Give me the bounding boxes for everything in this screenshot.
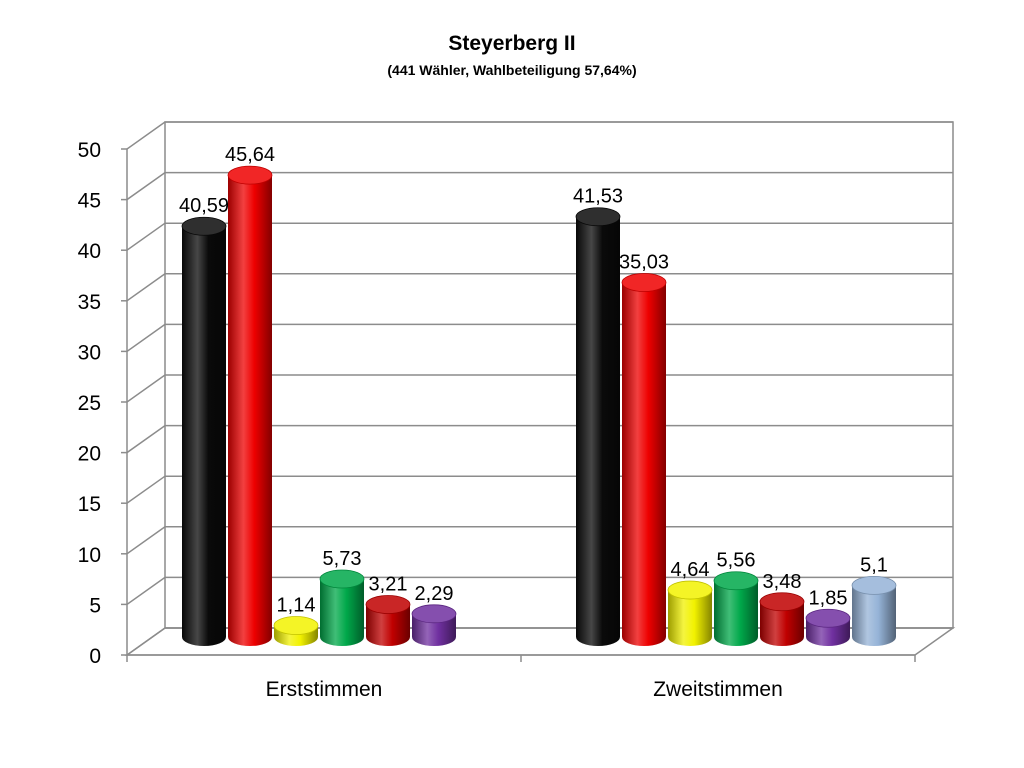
bar-body — [852, 585, 896, 646]
y-tick-label: 45 — [78, 190, 101, 213]
gridline — [126, 171, 953, 201]
bar-top — [621, 273, 667, 292]
data-label: 35,03 — [619, 251, 669, 273]
axes — [121, 148, 916, 662]
bar-zweitstimmen-3 — [713, 571, 759, 646]
bar-body — [320, 579, 364, 646]
y-tick-label: 0 — [89, 645, 101, 668]
y-tick-label: 15 — [78, 493, 101, 516]
gridline — [126, 121, 953, 150]
bar-zweitstimmen-5 — [805, 608, 851, 646]
data-label: 1,85 — [809, 587, 848, 609]
data-label: 41,53 — [573, 186, 623, 208]
bars — [181, 165, 897, 647]
gridlines — [126, 121, 953, 656]
bar-top — [227, 165, 273, 185]
bar-erststimmen-4 — [365, 595, 411, 646]
bar-erststimmen-2 — [273, 616, 319, 646]
bar-zweitstimmen-4 — [759, 592, 805, 646]
bar-top — [319, 569, 365, 589]
bar-top — [805, 608, 851, 628]
bar-erststimmen-1 — [227, 165, 273, 646]
gridline — [126, 273, 953, 302]
bar-top — [411, 604, 457, 624]
data-label: 5,1 — [860, 554, 888, 576]
chart-title: Steyerberg II — [448, 32, 576, 55]
gridline — [126, 374, 953, 403]
y-tick-label: 40 — [78, 240, 101, 263]
gridline — [126, 222, 953, 251]
bar-top — [667, 580, 713, 600]
y-tick-label: 35 — [78, 291, 101, 314]
bar-zweitstimmen-0 — [575, 207, 621, 646]
data-label: 45,64 — [225, 144, 275, 166]
bar-top — [365, 595, 411, 614]
bar-zweitstimmen-1 — [621, 273, 667, 646]
bar-top — [273, 616, 319, 635]
bar-body — [714, 580, 758, 646]
data-label: 4,64 — [671, 559, 710, 581]
bar-top — [575, 207, 621, 227]
y-tick-label: 20 — [78, 443, 101, 466]
data-label: 1,14 — [277, 594, 316, 616]
data-label: 2,29 — [415, 583, 454, 605]
gridline — [126, 424, 953, 454]
y-tick-label: 5 — [89, 594, 101, 617]
y-tick-label: 50 — [78, 139, 101, 162]
gridline — [126, 576, 953, 606]
chart-subtitle: (441 Wähler, Wahlbeteiligung 57,64%) — [387, 62, 637, 78]
bar-body — [366, 604, 410, 646]
y-tick-label: 25 — [78, 392, 101, 415]
bar-erststimmen-0 — [181, 216, 227, 647]
category-label: Zweitstimmen — [653, 678, 783, 701]
bar-body — [760, 601, 804, 646]
gridline — [126, 323, 953, 353]
bar-erststimmen-5 — [411, 604, 457, 646]
data-label: 5,73 — [323, 548, 362, 570]
bar-body — [228, 175, 272, 646]
bar-body — [668, 590, 712, 646]
data-label: 3,21 — [369, 574, 408, 596]
bar-erststimmen-3 — [319, 569, 365, 646]
data-label: 3,48 — [763, 571, 802, 593]
gridline — [126, 475, 953, 504]
bar-top — [713, 571, 759, 591]
gridline — [126, 526, 953, 555]
category-label: Erststimmen — [266, 678, 383, 701]
labels: 0 5 10 15 20 25 30 35 40 45 50 Erststimmen 40,59 45,6… — [78, 139, 888, 701]
bar-body — [182, 226, 226, 647]
bar-body — [576, 216, 620, 646]
bar-body — [622, 282, 666, 646]
y-tick-label: 30 — [78, 341, 101, 364]
bar-top — [181, 216, 227, 236]
bar-zweitstimmen-6 — [851, 575, 897, 646]
y-tick-label: 10 — [78, 544, 101, 567]
bar-zweitstimmen-2 — [667, 580, 713, 646]
bar-top — [759, 592, 805, 612]
data-label: 5,56 — [717, 550, 756, 572]
data-label: 40,59 — [179, 195, 229, 217]
bar-top — [851, 575, 897, 595]
